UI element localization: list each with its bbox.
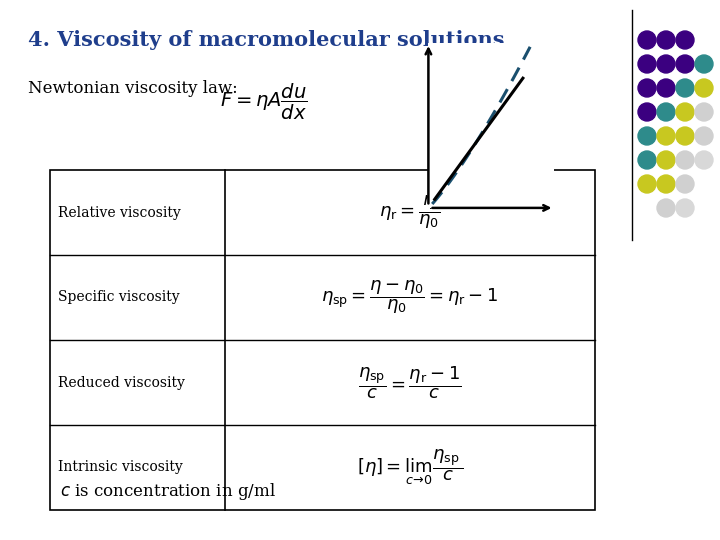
Circle shape xyxy=(676,79,694,97)
Circle shape xyxy=(638,55,656,73)
Circle shape xyxy=(676,175,694,193)
Text: $c$ is concentration in g/ml: $c$ is concentration in g/ml xyxy=(60,481,276,502)
Text: Reduced viscosity: Reduced viscosity xyxy=(58,375,185,389)
Circle shape xyxy=(695,55,713,73)
Text: $\eta_{\mathrm{r}} = \dfrac{\eta}{\eta_0}$: $\eta_{\mathrm{r}} = \dfrac{\eta}{\eta_0… xyxy=(379,194,441,231)
Circle shape xyxy=(638,103,656,121)
Circle shape xyxy=(676,31,694,49)
Circle shape xyxy=(695,103,713,121)
Text: $\eta_{\mathrm{sp}} = \dfrac{\eta - \eta_0}{\eta_0} = \eta_{\mathrm{r}} - 1$: $\eta_{\mathrm{sp}} = \dfrac{\eta - \eta… xyxy=(321,279,499,316)
Text: $[\eta] = \lim_{c \to 0} \dfrac{\eta_{\mathrm{sp}}}{c}$: $[\eta] = \lim_{c \to 0} \dfrac{\eta_{\m… xyxy=(357,448,463,488)
Text: $\dfrac{\eta_{\mathrm{sp}}}{c} = \dfrac{\eta_{\mathrm{r}} - 1}{c}$: $\dfrac{\eta_{\mathrm{sp}}}{c} = \dfrac{… xyxy=(359,364,462,401)
Text: 4. Viscosity of macromolecular solutions: 4. Viscosity of macromolecular solutions xyxy=(28,30,505,50)
Circle shape xyxy=(676,103,694,121)
Text: Specific viscosity: Specific viscosity xyxy=(58,291,179,305)
Text: $F = \eta A\dfrac{du}{dx}$: $F = \eta A\dfrac{du}{dx}$ xyxy=(220,82,307,122)
Circle shape xyxy=(676,127,694,145)
Circle shape xyxy=(657,199,675,217)
Circle shape xyxy=(695,127,713,145)
Circle shape xyxy=(638,31,656,49)
Circle shape xyxy=(638,79,656,97)
Circle shape xyxy=(657,55,675,73)
Circle shape xyxy=(638,151,656,169)
Circle shape xyxy=(638,127,656,145)
Circle shape xyxy=(695,79,713,97)
Circle shape xyxy=(676,151,694,169)
Circle shape xyxy=(657,31,675,49)
Bar xyxy=(50,170,595,510)
Circle shape xyxy=(676,199,694,217)
Circle shape xyxy=(676,55,694,73)
Circle shape xyxy=(657,127,675,145)
Circle shape xyxy=(657,79,675,97)
Text: Intrinsic viscosity: Intrinsic viscosity xyxy=(58,461,183,475)
Circle shape xyxy=(657,103,675,121)
Text: Relative viscosity: Relative viscosity xyxy=(58,206,181,219)
Circle shape xyxy=(638,175,656,193)
Circle shape xyxy=(657,175,675,193)
Circle shape xyxy=(695,151,713,169)
Circle shape xyxy=(657,151,675,169)
Text: Newtonian viscosity law:: Newtonian viscosity law: xyxy=(28,80,238,97)
